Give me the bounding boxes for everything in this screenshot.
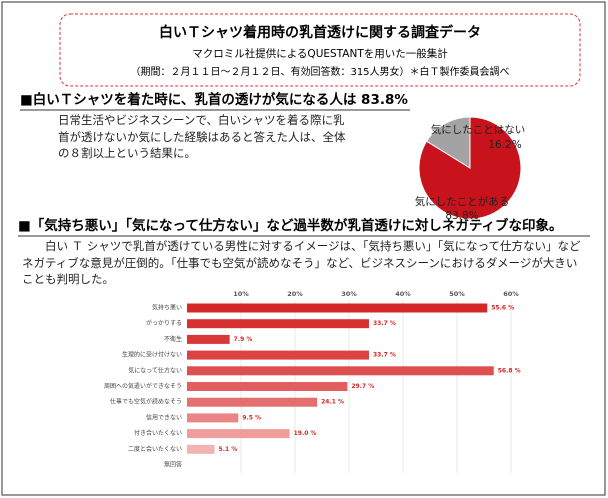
value-label: 29.7 % xyxy=(351,383,374,390)
category-label: 二度と会いたくない xyxy=(128,445,182,453)
value-label: 33.7 % xyxy=(373,320,396,327)
value-label: 9.5 % xyxy=(242,414,261,421)
slice-value: 83.8% xyxy=(445,210,478,222)
pie-slice xyxy=(425,116,471,169)
value-label: 56.8 % xyxy=(498,367,521,374)
bar xyxy=(187,444,215,454)
x-tick-label: 20% xyxy=(287,290,303,298)
category-label: 気持ち悪い xyxy=(152,304,182,312)
pie-slice xyxy=(418,116,522,220)
bar xyxy=(187,366,494,376)
slice-value: 16.2% xyxy=(488,139,521,151)
bar xyxy=(187,397,318,407)
section-body: 日常生活やビジネスシーンで、白いシャツを着る際に乳首が透けないか気にした経験はあ… xyxy=(58,113,346,160)
slice-label: 気にしたことはない xyxy=(431,123,526,136)
x-tick-label: 30% xyxy=(341,290,357,298)
bar xyxy=(187,334,230,344)
bar xyxy=(187,303,488,313)
x-tick-label: 40% xyxy=(395,290,411,298)
value-label: 33.7 % xyxy=(373,352,396,359)
value-label: 24.1 % xyxy=(321,399,344,406)
category-label: 無回答 xyxy=(164,461,182,469)
bar xyxy=(187,319,369,329)
category-label: 信用できない xyxy=(146,413,182,421)
category-label: がっかりする xyxy=(146,319,182,327)
value-label: 19.0 % xyxy=(294,430,317,437)
category-label: 付き合いたくない xyxy=(134,429,182,437)
bar xyxy=(187,382,348,391)
category-label: 気になって仕方ない xyxy=(128,366,182,374)
subtitle: マクロミル社提供によるQUESTANTを用いた一般集計 xyxy=(192,47,448,60)
category-label: 不衛生 xyxy=(164,335,182,343)
x-tick-label: 60% xyxy=(503,290,519,298)
bar xyxy=(187,429,290,439)
x-tick-label: 50% xyxy=(449,290,465,298)
x-tick-label: 10% xyxy=(233,290,249,298)
bar xyxy=(187,413,239,423)
header-box xyxy=(59,13,581,87)
value-label: 7.9 % xyxy=(234,336,253,343)
note: （期間：２月１１日～２月１２日、有効回答数：315人男女）＊白Ｔ製作委員会調べ xyxy=(130,65,509,78)
bar xyxy=(187,350,369,360)
title: 白いＴシャツ着用時の乳首透けに関する調査データ xyxy=(159,24,481,41)
section-body: 白い Ｔ シャツで乳首が透けている男性に対するイメージは、「気持ち悪い」「気にな… xyxy=(22,239,581,286)
slice-label: 気にしたことがある xyxy=(415,195,510,208)
category-label: 周囲への気遣いができなそう xyxy=(104,382,182,390)
value-label: 5.1 % xyxy=(219,446,238,453)
category-label: 仕事でも空気が読めなそう xyxy=(110,398,182,406)
value-label: 55.6 % xyxy=(491,305,514,312)
section-heading: ■「気持ち悪い」「気になって仕方ない」など過半数が乳首透けに対しネガティブな印象… xyxy=(18,217,563,234)
category-label: 生理的に受け付けない xyxy=(122,351,182,359)
section-heading: ■白いＴシャツを着た時に、乳首の透けが気になる人は 83.8% xyxy=(20,91,408,108)
